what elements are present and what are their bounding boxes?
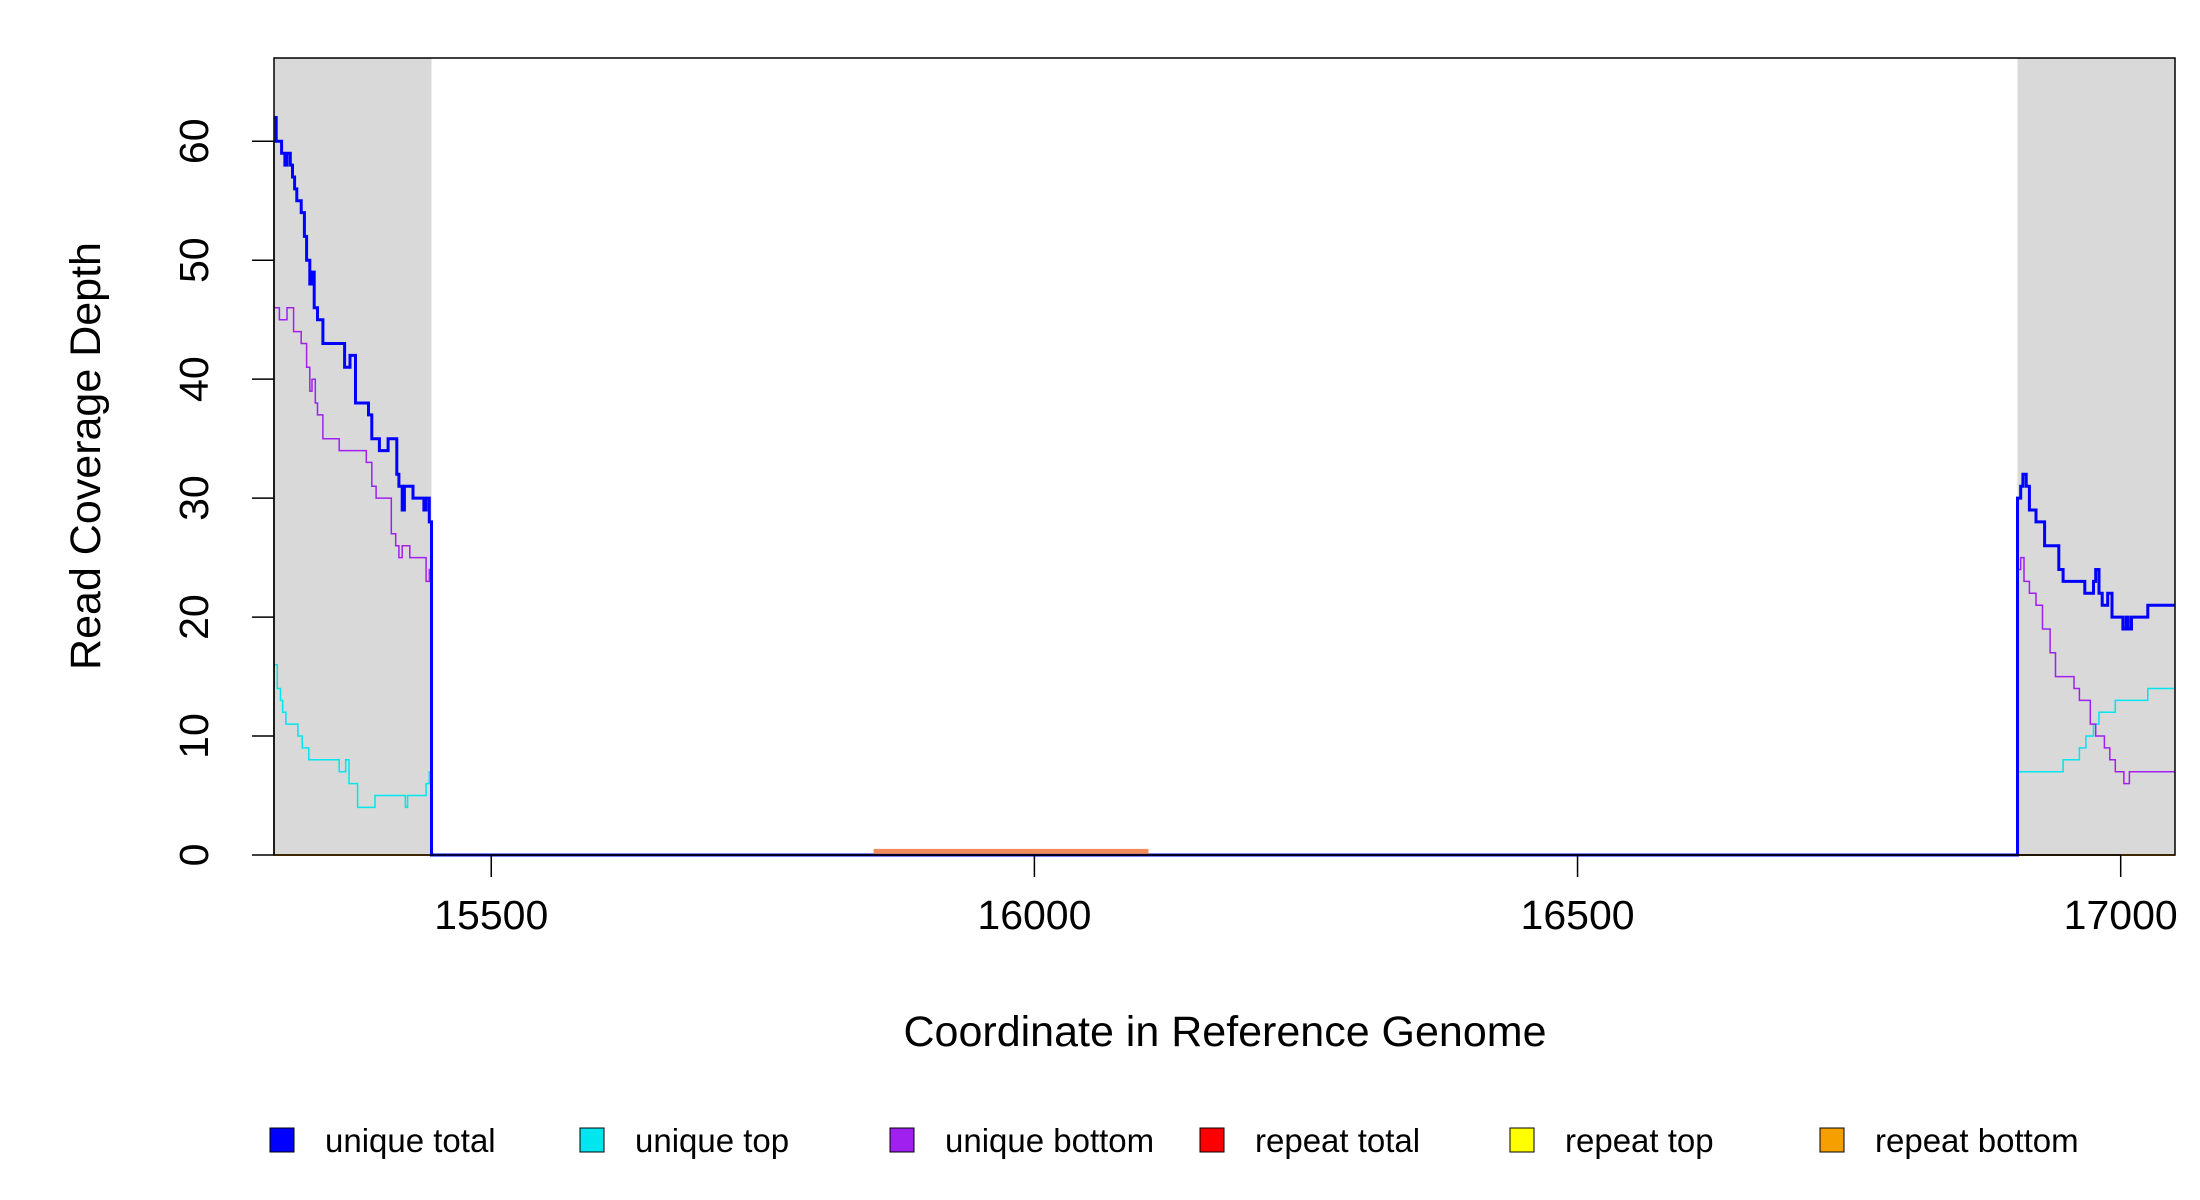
y-axis: 0 10 20 30 40 50 60 — [171, 118, 275, 867]
legend-swatch — [1819, 1127, 1845, 1153]
legend-item-repeat-top: repeat top — [1509, 1122, 1714, 1159]
y-tick-label: 0 — [171, 844, 217, 867]
x-tick-label: 16000 — [977, 892, 1091, 938]
y-axis-label: Read Coverage Depth — [62, 242, 110, 670]
legend-label: unique bottom — [945, 1122, 1154, 1159]
series-unique-bottom-line — [274, 307, 2175, 856]
y-tick-label: 10 — [171, 713, 217, 759]
shaded-region-0 — [274, 58, 432, 855]
y-tick-label: 60 — [171, 118, 217, 164]
y-tick-label: 30 — [171, 475, 217, 521]
legend-swatch — [889, 1127, 915, 1153]
legend-label: repeat top — [1565, 1122, 1714, 1159]
x-tick-label: 16500 — [1521, 892, 1635, 938]
legend-item-unique-top: unique top — [579, 1122, 789, 1159]
x-tick-label: 15500 — [434, 892, 548, 938]
x-axis: 15500 16000 16500 17000 — [434, 854, 2178, 938]
series-lines — [274, 116, 2175, 857]
legend-label: unique top — [635, 1122, 789, 1159]
y-tick-label: 20 — [171, 594, 217, 640]
legend-item-unique-bottom: unique bottom — [889, 1122, 1154, 1159]
legend-swatch — [1509, 1127, 1535, 1153]
series-unique-top-line — [274, 663, 2175, 856]
legend-item-repeat-bottom: repeat bottom — [1819, 1122, 2079, 1159]
series-unique-total-line — [274, 116, 2175, 857]
legend-label: repeat total — [1255, 1122, 1420, 1159]
shaded-region-1 — [2017, 58, 2175, 855]
legend-swatch — [269, 1127, 295, 1153]
x-tick-label: 17000 — [2064, 892, 2178, 938]
plot-frame — [273, 57, 2176, 856]
shaded-regions — [274, 58, 2175, 855]
legend-swatch — [579, 1127, 605, 1153]
legend-label: repeat bottom — [1875, 1122, 2079, 1159]
legend-label: unique total — [325, 1122, 496, 1159]
legend-swatch — [1199, 1127, 1225, 1153]
legend-item-unique-total: unique total — [269, 1122, 496, 1159]
legend-item-repeat-total: repeat total — [1199, 1122, 1420, 1159]
x-axis-label: Coordinate in Reference Genome — [904, 1008, 1547, 1056]
y-tick-label: 50 — [171, 237, 217, 283]
y-tick-label: 40 — [171, 356, 217, 402]
legend: unique total unique top unique bottom repea… — [269, 1122, 2079, 1159]
